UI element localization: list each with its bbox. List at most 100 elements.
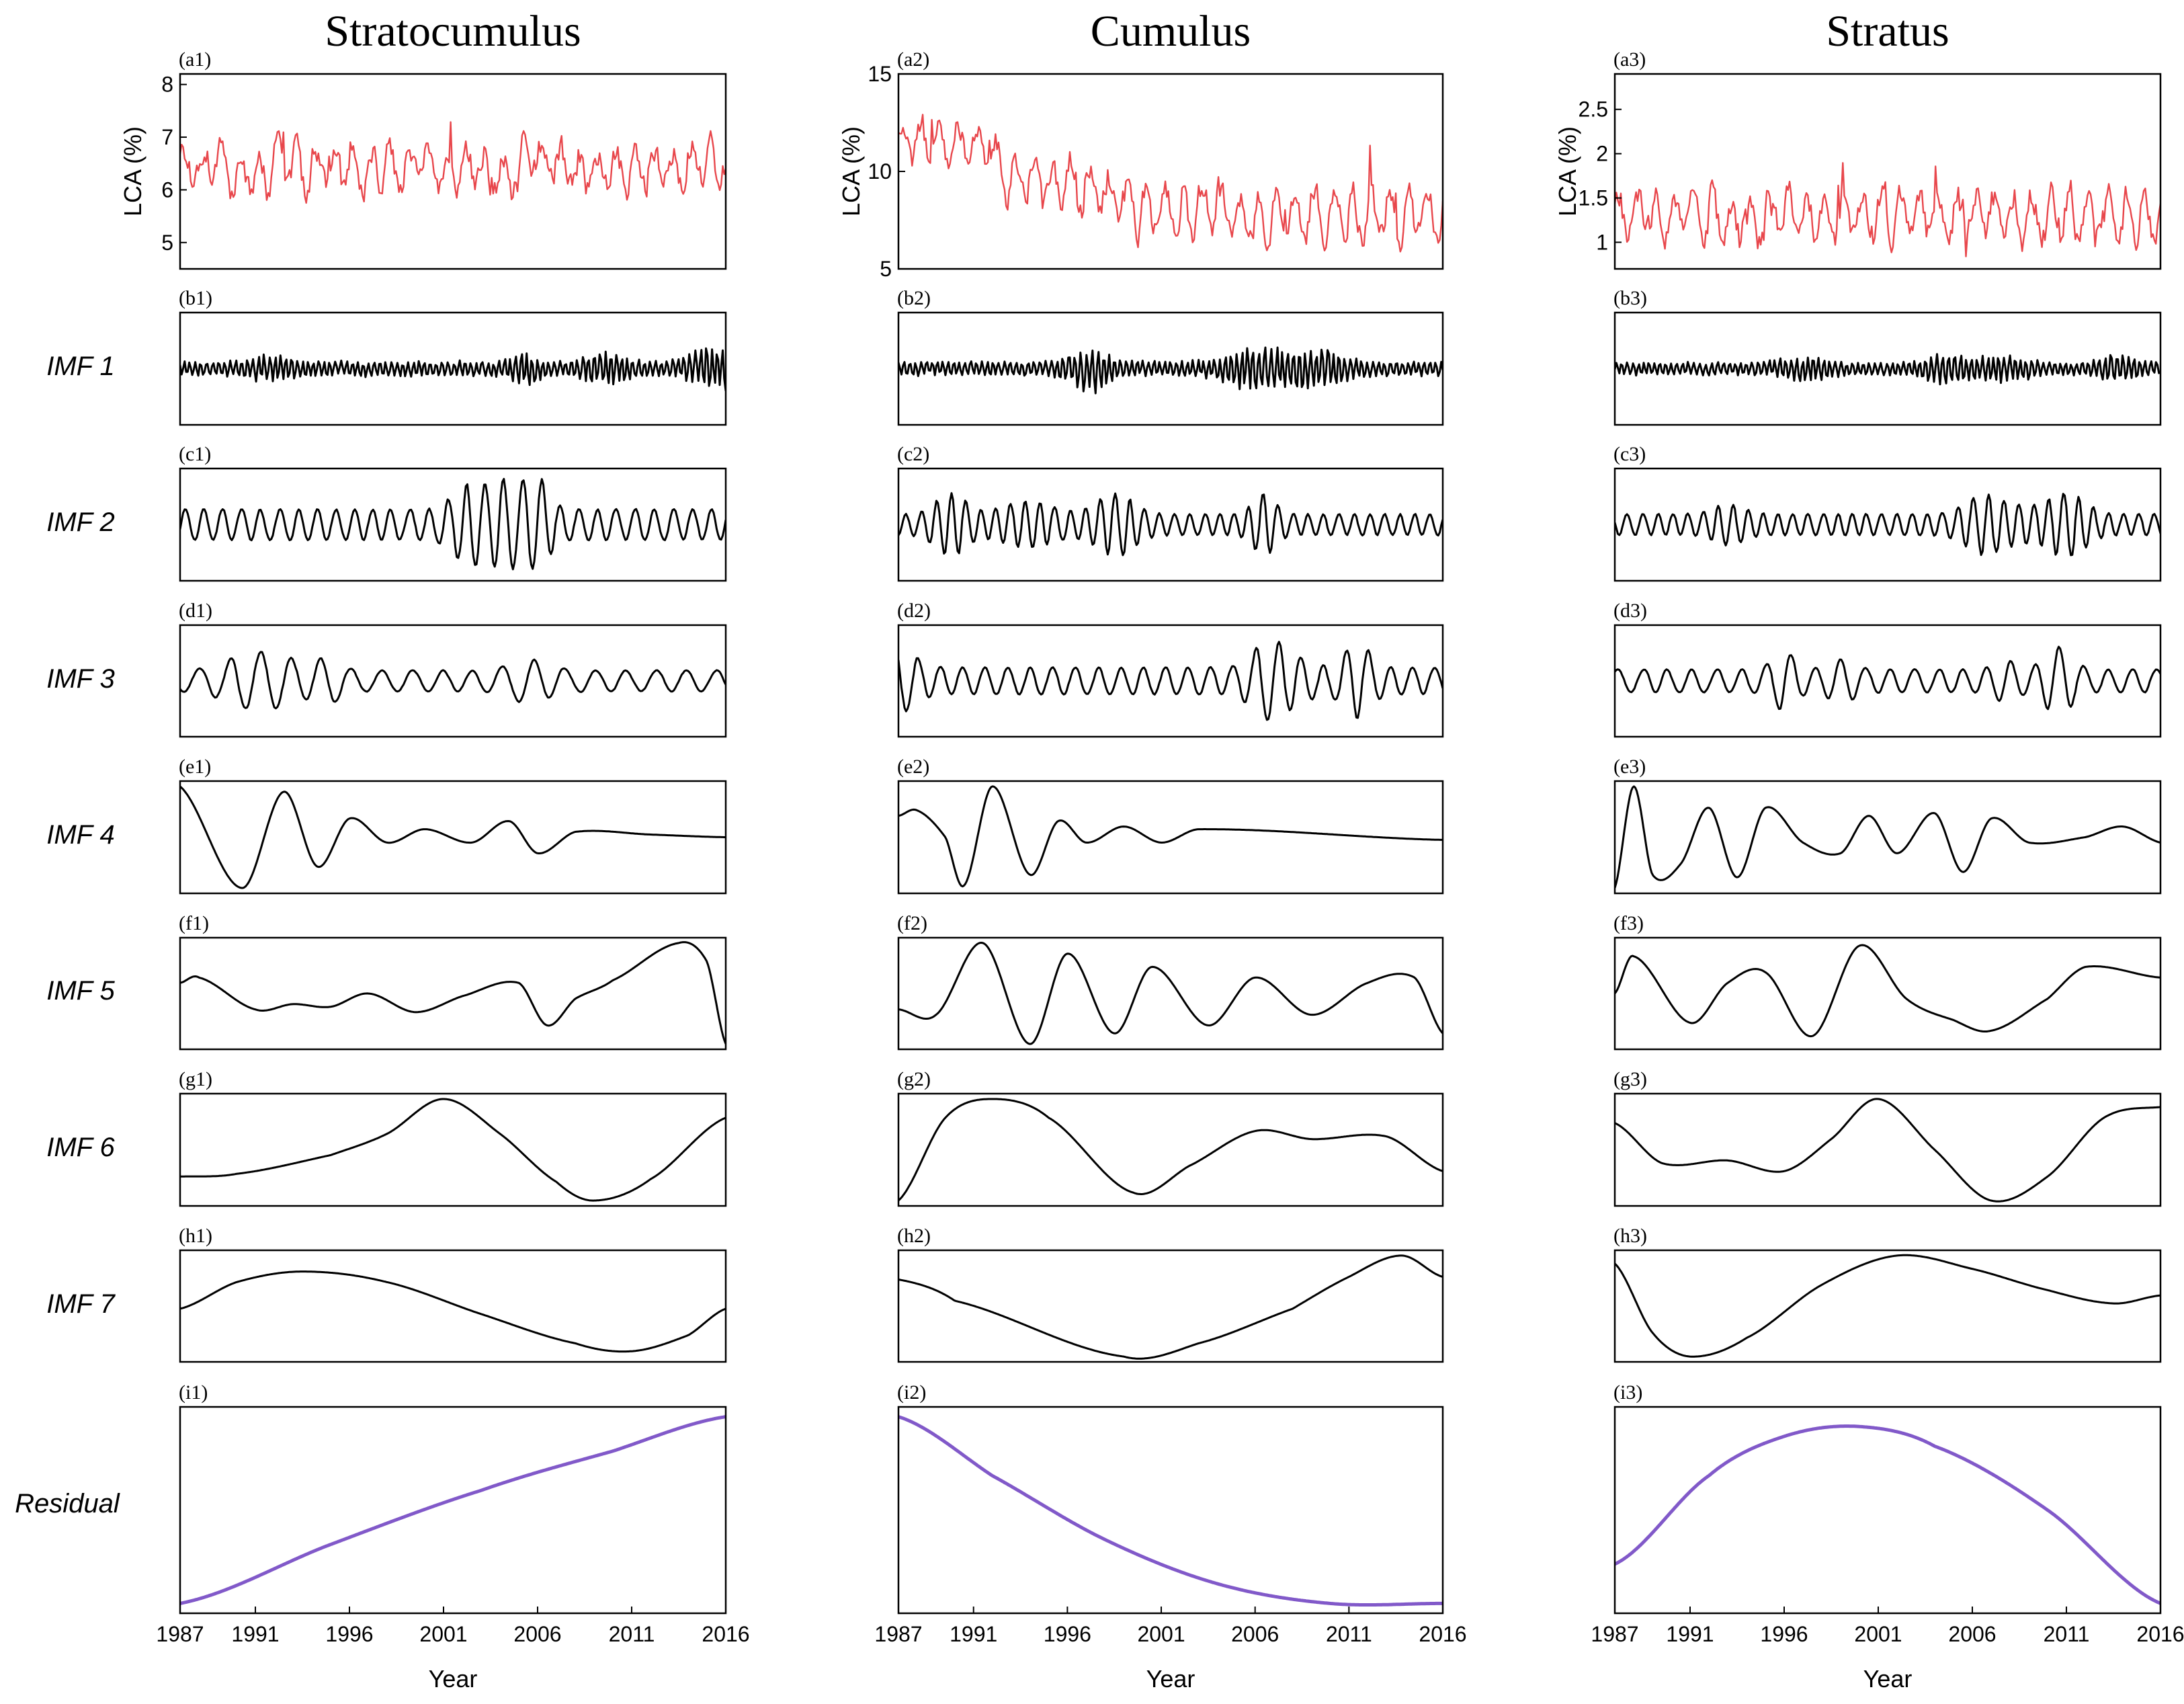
panel-frame: [179, 780, 727, 895]
x-tick-label: 2001: [1137, 1622, 1185, 1646]
panel-g1: (g1): [179, 1068, 727, 1207]
panel-frame: [179, 1092, 727, 1207]
panel-a1: (a1) 5 6 7 8 LCA (%): [119, 48, 727, 270]
panel-label: (e3): [1613, 756, 1646, 778]
imf-line: [898, 942, 1443, 1045]
column-title-2: Stratus: [1826, 7, 1949, 56]
y-tick-label: 1.5: [1579, 186, 1608, 210]
x-tick-label: 2011: [2044, 1622, 2090, 1646]
panel-label: (h2): [897, 1225, 931, 1247]
panel-label: (g2): [897, 1068, 931, 1090]
x-axis-label: Year: [429, 1665, 478, 1693]
imf-line: [180, 1270, 726, 1353]
lca-series-line: [180, 121, 726, 204]
panel-frame: [897, 1092, 1444, 1207]
panel-label: (c2): [897, 443, 929, 465]
panel-f2: (f2): [897, 912, 1444, 1051]
panel-label: (c3): [1613, 443, 1646, 465]
lca-series-line: [1615, 162, 2160, 257]
panel-g3: (g3): [1613, 1068, 2162, 1207]
imf-line: [180, 1098, 726, 1202]
row-label-2: IMF 2: [46, 508, 115, 537]
x-tick-label: 1996: [325, 1622, 373, 1646]
imf-line: [898, 1098, 1443, 1202]
imf-line: [1615, 785, 2160, 889]
panel-d1: (d1): [179, 600, 727, 738]
panel-frame: [897, 467, 1444, 582]
column-title-1: Cumulus: [1091, 7, 1251, 56]
panel-label: (g1): [179, 1068, 212, 1090]
panel-g2: (g2): [897, 1068, 1444, 1207]
panel-frame: [179, 1406, 727, 1615]
imf-line: [898, 346, 1443, 395]
row-label-7: IMF 7: [46, 1289, 116, 1319]
y-axis-label: LCA (%): [119, 126, 146, 216]
x-tick-label: 1996: [1760, 1622, 1808, 1646]
x-tick-label: 2016: [702, 1622, 749, 1646]
panel-frame: [897, 780, 1444, 895]
panel-frame: [1613, 73, 2162, 270]
panel-frame: [1613, 624, 2162, 738]
imf-line: [180, 941, 726, 1045]
panel-h1: (h1): [179, 1225, 727, 1363]
panel-label: (d2): [897, 600, 931, 622]
y-tick-label: 1: [1596, 230, 1608, 254]
x-tick-label: 2016: [1419, 1622, 1466, 1646]
y-tick-label: 10: [868, 159, 892, 184]
panel-frame: [1613, 780, 2162, 895]
imf-line: [180, 478, 726, 571]
y-tick-label: 7: [161, 125, 173, 149]
x-tick-label: 1991: [950, 1622, 997, 1646]
panel-d3: (d3): [1613, 600, 2162, 738]
row-label-1: IMF 1: [46, 352, 115, 381]
imf-line: [1615, 944, 2160, 1038]
panel-frame: [179, 1249, 727, 1363]
panel-frame: [179, 936, 727, 1051]
imf-line: [898, 1254, 1443, 1360]
row-label-8: Residual: [15, 1489, 120, 1518]
y-tick-label: 8: [161, 73, 173, 97]
panel-i3: (i3) 1987 1991 1996 2001 2006 2011 2016 Year: [1591, 1381, 2184, 1693]
panel-label: (d3): [1613, 600, 1647, 622]
imf-line: [180, 785, 726, 889]
panel-frame: [1613, 467, 2162, 582]
panel-label: (f1): [179, 912, 209, 934]
x-tick-label: 2011: [609, 1622, 655, 1646]
panel-frame: [1613, 1249, 2162, 1363]
panel-f3: (f3): [1613, 912, 2162, 1051]
x-tick-label: 1987: [874, 1622, 922, 1646]
panel-a3: (a3) 1 1.5 2 2.5 LCA (%): [1554, 48, 2162, 270]
x-axis-label: Year: [1863, 1665, 1913, 1693]
panel-frame: [1613, 936, 2162, 1051]
panel-frame: [897, 624, 1444, 738]
x-tick-label: 2006: [1948, 1622, 1996, 1646]
imf-line: [1615, 1254, 2160, 1358]
row-label-4: IMF 4: [46, 820, 115, 850]
x-tick-label: 1987: [1591, 1622, 1638, 1646]
y-axis-label: LCA (%): [1554, 126, 1581, 216]
panel-frame: [179, 311, 727, 426]
residual-line: [180, 1415, 726, 1605]
panel-c2: (c2): [897, 443, 1444, 582]
panel-frame: [897, 936, 1444, 1051]
x-tick-label: 2001: [419, 1622, 467, 1646]
panel-label: (e1): [179, 756, 211, 778]
panel-label: (a3): [1613, 48, 1646, 71]
row-label-5: IMF 5: [46, 976, 115, 1006]
panel-label: (h3): [1613, 1225, 1647, 1247]
x-tick-label: 1987: [156, 1622, 204, 1646]
panel-label: (b2): [897, 287, 931, 309]
panel-i2: (i2) 1987 1991 1996 2001 2006 2011 2016 Year: [874, 1381, 1466, 1693]
row-label-6: IMF 6: [46, 1133, 115, 1162]
row-label-3: IMF 3: [46, 664, 115, 694]
imf-line: [1615, 493, 2160, 557]
panel-e3: (e3): [1613, 756, 2162, 895]
panel-frame: [897, 1406, 1444, 1615]
panel-label: (g3): [1613, 1068, 1647, 1090]
x-axis-label: Year: [1146, 1665, 1195, 1693]
panel-label: (i3): [1613, 1381, 1642, 1404]
panel-label: (a1): [179, 48, 211, 71]
panel-a2: (a2) 5 10 15 LCA (%): [837, 48, 1444, 281]
panel-e1: (e1): [179, 756, 727, 895]
